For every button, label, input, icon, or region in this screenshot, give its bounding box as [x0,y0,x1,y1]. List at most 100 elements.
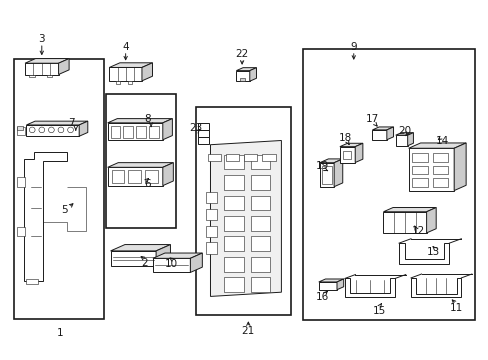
Text: 23: 23 [188,123,202,133]
Polygon shape [319,159,342,163]
Polygon shape [110,251,156,266]
Text: 20: 20 [398,126,411,136]
Polygon shape [354,143,362,162]
Bar [224,237,243,251]
Bar [262,154,275,161]
Polygon shape [408,148,453,190]
Text: 10: 10 [165,259,178,269]
Bar [206,208,216,220]
Bar [14,59,103,319]
Text: 18: 18 [338,133,351,143]
Bar [195,107,291,315]
Text: 14: 14 [434,136,447,146]
Polygon shape [333,159,342,187]
Bar [250,237,269,251]
Polygon shape [236,71,249,81]
Polygon shape [383,207,435,212]
Bar [206,225,216,237]
Bar [225,154,239,161]
Ellipse shape [48,127,54,133]
Polygon shape [26,125,79,136]
Text: 22: 22 [235,49,248,59]
Bar [115,81,120,84]
Text: 21: 21 [241,326,254,336]
Text: 17: 17 [366,114,379,124]
Text: 13: 13 [427,247,440,257]
Ellipse shape [39,127,44,133]
Polygon shape [156,244,170,266]
Text: 4: 4 [122,42,129,51]
Polygon shape [110,244,170,251]
Bar [432,166,447,174]
Bar [224,257,243,272]
Bar [206,192,216,203]
Bar [432,178,447,187]
Polygon shape [407,132,412,146]
Bar [224,175,243,190]
Polygon shape [26,121,88,125]
Polygon shape [318,282,336,290]
Polygon shape [386,127,393,140]
Bar [224,216,243,231]
Text: 9: 9 [350,42,356,51]
Text: 1: 1 [57,328,63,338]
Polygon shape [107,123,163,140]
Polygon shape [190,253,202,273]
Bar [127,81,132,84]
Bar [240,78,244,81]
Bar [250,257,269,272]
Polygon shape [153,253,202,258]
Bar [250,277,269,292]
Text: 16: 16 [315,292,328,302]
Bar [149,126,159,138]
Polygon shape [453,143,465,190]
Bar [17,127,25,135]
Bar [145,170,157,183]
Text: 12: 12 [410,226,424,236]
Polygon shape [107,118,172,123]
Bar [224,195,243,210]
Polygon shape [59,59,69,75]
Polygon shape [249,68,256,81]
Polygon shape [336,279,343,290]
Ellipse shape [29,127,35,133]
Polygon shape [210,140,281,296]
Polygon shape [109,67,142,81]
Polygon shape [25,59,69,63]
Bar [342,151,351,159]
Text: 15: 15 [372,306,386,315]
Bar [244,154,257,161]
Polygon shape [236,68,256,71]
Bar [250,195,269,210]
Bar [207,154,221,161]
Ellipse shape [58,127,64,133]
Text: 8: 8 [144,114,151,124]
Bar [198,130,208,136]
Polygon shape [319,163,333,187]
Text: 5: 5 [61,205,68,215]
Polygon shape [107,163,173,167]
Text: 19: 19 [315,161,328,171]
Bar [136,126,146,138]
Polygon shape [395,135,407,146]
Polygon shape [344,278,394,297]
Polygon shape [25,63,59,75]
Bar [411,166,427,174]
Polygon shape [107,167,163,186]
Polygon shape [318,279,343,282]
Polygon shape [372,127,393,130]
Polygon shape [426,207,435,233]
Text: 3: 3 [39,34,45,44]
Polygon shape [408,143,465,148]
Polygon shape [398,243,448,264]
Bar [26,279,39,284]
Bar [110,126,120,138]
Bar [198,123,208,130]
Bar [29,75,35,77]
Polygon shape [163,118,172,140]
Polygon shape [163,163,173,186]
Bar [105,94,176,228]
Bar [411,153,427,162]
Bar [17,226,25,237]
Bar [321,166,331,184]
